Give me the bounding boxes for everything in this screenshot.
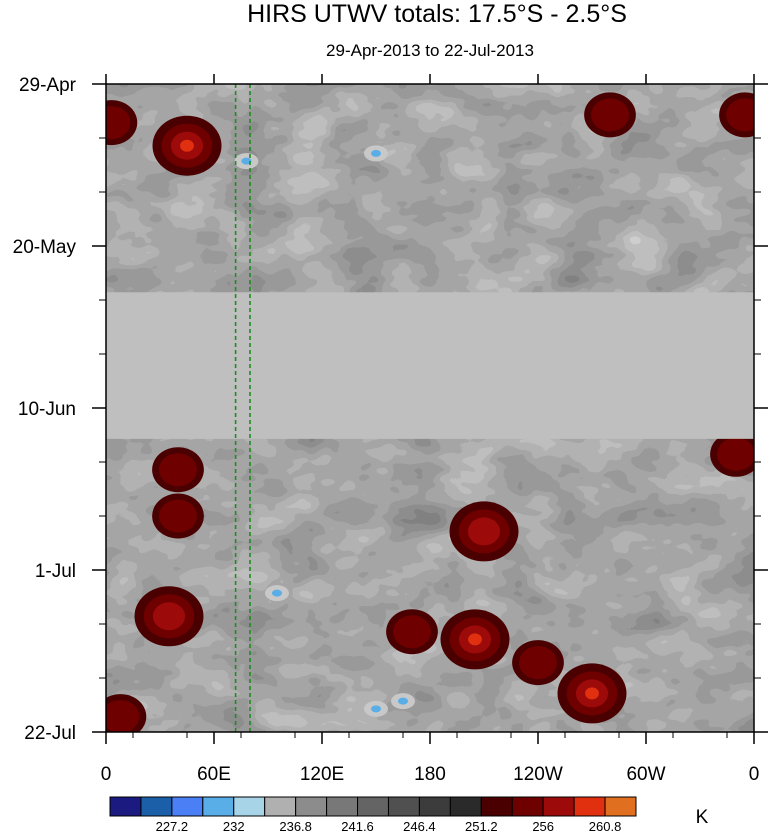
colorbar-label: 241.6 xyxy=(341,819,374,834)
x-tick-label: 60E xyxy=(197,764,231,785)
colorbar-label: 260.8 xyxy=(589,819,622,834)
warm-spot xyxy=(440,609,510,670)
cold-spot xyxy=(398,697,408,705)
warm-spot xyxy=(512,640,564,686)
x-tick-label: 0 xyxy=(101,764,112,785)
colorbar-swatch xyxy=(202,796,235,817)
x-tick-label: 120E xyxy=(300,764,344,785)
warm-contour xyxy=(152,602,186,631)
cold-spot xyxy=(371,149,381,157)
colorbar-label: 256 xyxy=(532,819,554,834)
y-tick-label: 29-Apr xyxy=(19,75,77,96)
colorbar-label: 236.8 xyxy=(279,819,312,834)
colorbar-swatch xyxy=(326,796,359,817)
colorbar-label: 232 xyxy=(223,819,245,834)
y-axis: 29-Apr 20-May 10-Jun 1-Jul 22-Jul xyxy=(13,75,768,744)
warm-spot xyxy=(386,609,438,655)
colorbar-swatch xyxy=(604,796,637,817)
colorbar-swatch xyxy=(357,796,389,817)
warm-contour xyxy=(106,106,131,140)
warm-spot xyxy=(584,92,636,138)
y-tick-label: 20-May xyxy=(13,237,77,258)
colorbar-unit: K xyxy=(696,807,709,828)
warm-spot xyxy=(106,694,147,732)
colorbar-swatch xyxy=(418,796,451,817)
warm-contour xyxy=(159,499,197,533)
warm-spot xyxy=(719,92,754,138)
x-axis: 0 60E 120E 180 120W 60W 0 xyxy=(101,74,760,785)
y-tick-label: 22-Jul xyxy=(24,723,76,744)
colorbar-swatch xyxy=(573,796,606,817)
colorbar-label: 251.2 xyxy=(465,819,498,834)
cold-spot xyxy=(272,589,282,597)
warm-spot xyxy=(106,100,138,146)
colorbar-swatch xyxy=(449,796,482,817)
colorbar: 227.2 232 236.8 241.6 246.4 251.2 256 260.8 xyxy=(109,796,637,834)
cold-spot xyxy=(371,705,381,713)
x-tick-label: 120W xyxy=(513,764,563,785)
colorbar-swatch xyxy=(511,796,544,817)
cold-spot xyxy=(241,157,252,165)
colorbar-swatch xyxy=(264,796,297,817)
warm-contour xyxy=(180,139,194,152)
colorbar-label: 227.2 xyxy=(156,819,189,834)
warm-contour xyxy=(717,437,754,471)
colorbar-swatch xyxy=(233,796,266,817)
colorbar-swatch xyxy=(387,796,420,817)
colorbar-label: 246.4 xyxy=(403,819,436,834)
warm-contour xyxy=(393,615,431,649)
warm-contour xyxy=(159,453,197,487)
warm-spot xyxy=(710,431,754,477)
chart-subtitle: 29-Apr-2013 to 22-Jul-2013 xyxy=(326,41,534,60)
x-tick-label: 180 xyxy=(414,764,446,785)
warm-contour xyxy=(467,517,501,546)
colorbar-swatch xyxy=(109,796,142,817)
colorbar-swatch xyxy=(295,796,328,817)
chart-title: HIRS UTWV totals: 17.5°S - 2.5°S xyxy=(247,0,627,28)
y-tick-label: 1-Jul xyxy=(35,561,76,582)
cold-anomalies xyxy=(234,145,415,717)
warm-spot xyxy=(557,663,627,724)
warm-contour xyxy=(468,633,482,646)
missing-data-band xyxy=(106,292,754,439)
warm-spot xyxy=(152,493,204,539)
warm-contour xyxy=(726,98,754,132)
y-tick-label: 10-Jun xyxy=(18,399,76,420)
warm-spot xyxy=(152,447,204,493)
reference-lines xyxy=(234,84,251,732)
colorbar-swatch xyxy=(171,796,204,817)
warm-anomalies xyxy=(106,92,754,732)
colorbar-swatch xyxy=(480,796,513,817)
plot-area xyxy=(106,84,754,732)
x-tick-label: 0 xyxy=(749,764,760,785)
warm-contour xyxy=(519,646,557,680)
warm-contour xyxy=(591,98,629,132)
colorbar-swatch xyxy=(542,796,575,817)
warm-contour xyxy=(106,700,140,732)
colorbar-swatch xyxy=(140,796,173,817)
warm-spot xyxy=(449,501,519,562)
warm-spot xyxy=(152,115,222,176)
warm-spot xyxy=(134,586,204,647)
warm-contour xyxy=(585,687,599,700)
x-tick-label: 60W xyxy=(626,764,665,785)
